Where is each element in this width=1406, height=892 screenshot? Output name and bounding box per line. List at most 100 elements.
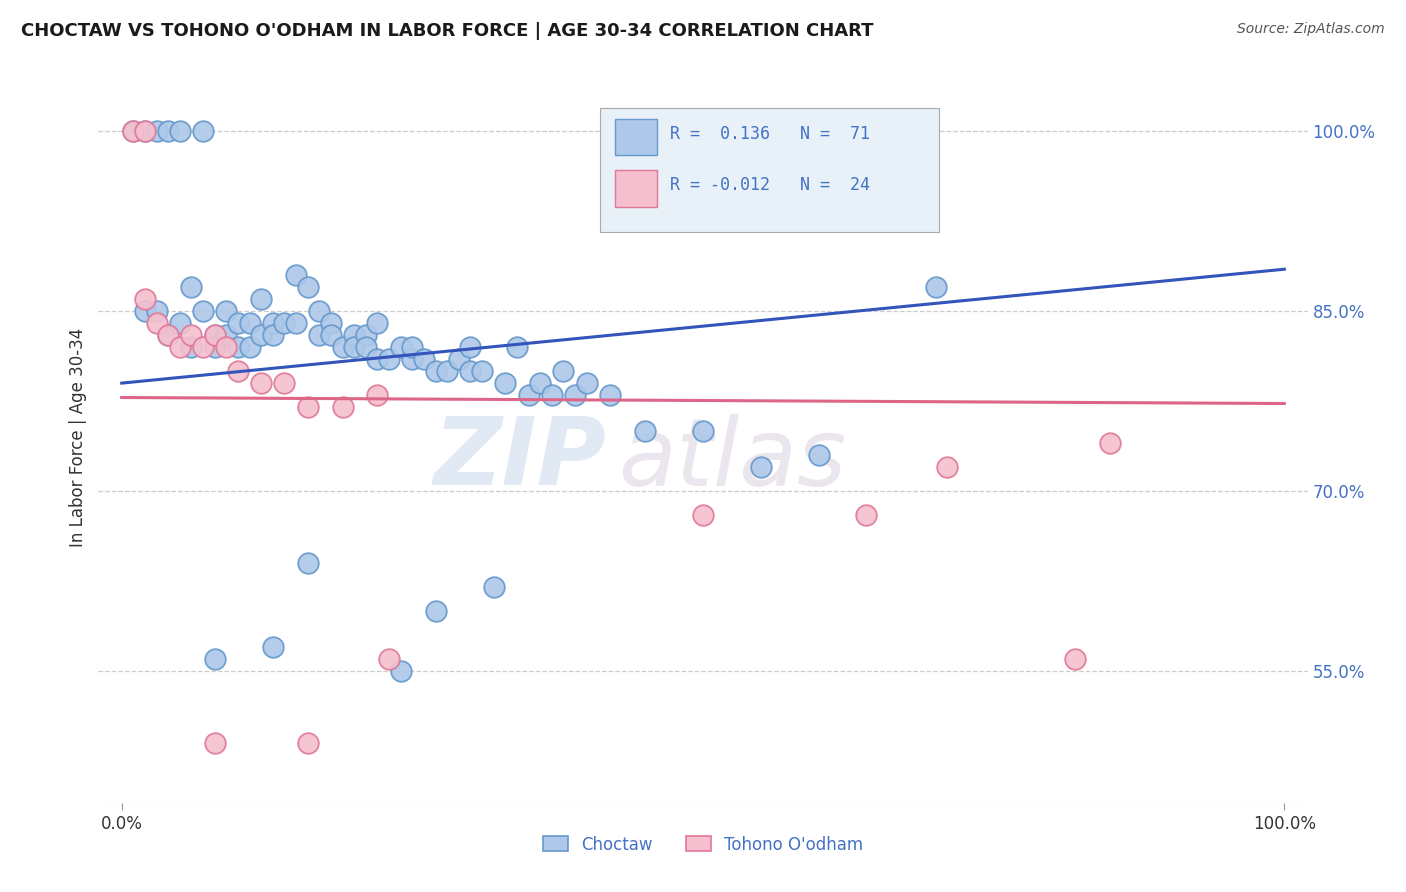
Point [564, 388, 586, 402]
Point [191, 124, 214, 138]
Point [936, 460, 959, 475]
Point [273, 316, 295, 330]
Point [540, 388, 562, 402]
Point [494, 376, 516, 391]
Point [285, 268, 308, 283]
Point [239, 316, 262, 330]
Point [145, 316, 167, 330]
Point [204, 328, 226, 343]
Point [634, 424, 657, 438]
Point [332, 400, 354, 414]
Point [401, 340, 423, 354]
Point [366, 388, 388, 402]
Point [215, 340, 238, 354]
Point [425, 364, 447, 378]
Point [215, 304, 238, 318]
FancyBboxPatch shape [614, 119, 657, 155]
Point [204, 652, 226, 666]
Point [180, 280, 202, 294]
Text: Source: ZipAtlas.com: Source: ZipAtlas.com [1237, 22, 1385, 37]
Point [262, 328, 284, 343]
Point [692, 424, 714, 438]
Point [808, 448, 831, 462]
Point [134, 292, 156, 306]
Point [482, 580, 505, 594]
Point [389, 340, 412, 354]
Point [145, 304, 167, 318]
Point [215, 328, 238, 343]
Point [262, 640, 284, 654]
Point [204, 736, 226, 750]
Point [134, 124, 156, 138]
Point [517, 388, 540, 402]
Point [692, 508, 714, 522]
Point [413, 352, 436, 367]
Point [285, 316, 308, 330]
Point [169, 316, 191, 330]
Point [436, 364, 458, 378]
Point [319, 316, 342, 330]
Point [749, 460, 772, 475]
Point [134, 124, 156, 138]
Text: atlas: atlas [619, 414, 846, 505]
Point [366, 316, 388, 330]
Point [425, 604, 447, 618]
Point [226, 364, 249, 378]
Point [297, 280, 319, 294]
FancyBboxPatch shape [600, 108, 939, 232]
Point [401, 352, 423, 367]
Point [855, 508, 877, 522]
Point [460, 364, 482, 378]
Point [366, 352, 388, 367]
Point [180, 340, 202, 354]
Point [122, 124, 145, 138]
Point [529, 376, 551, 391]
Point [239, 340, 262, 354]
Point [354, 328, 377, 343]
Text: R =  0.136   N =  71: R = 0.136 N = 71 [671, 125, 870, 143]
Point [343, 328, 366, 343]
Point [122, 124, 145, 138]
Point [343, 340, 366, 354]
Point [924, 280, 946, 294]
Point [157, 328, 180, 343]
Point [447, 352, 470, 367]
Point [262, 316, 284, 330]
Point [297, 556, 319, 570]
Point [599, 388, 621, 402]
Point [204, 328, 226, 343]
Text: ZIP: ZIP [433, 413, 606, 505]
Y-axis label: In Labor Force | Age 30-34: In Labor Force | Age 30-34 [69, 327, 87, 547]
Point [1064, 652, 1087, 666]
Point [378, 352, 401, 367]
Point [319, 328, 342, 343]
Point [308, 328, 330, 343]
Point [378, 652, 401, 666]
Legend: Choctaw, Tohono O'odham: Choctaw, Tohono O'odham [536, 829, 870, 860]
Point [204, 340, 226, 354]
Text: CHOCTAW VS TOHONO O'ODHAM IN LABOR FORCE | AGE 30-34 CORRELATION CHART: CHOCTAW VS TOHONO O'ODHAM IN LABOR FORCE… [21, 22, 873, 40]
Point [471, 364, 494, 378]
Point [191, 340, 214, 354]
Point [226, 316, 249, 330]
Point [250, 328, 273, 343]
FancyBboxPatch shape [614, 170, 657, 207]
Point [506, 340, 529, 354]
Point [308, 304, 330, 318]
Point [273, 376, 295, 391]
Point [389, 664, 412, 678]
Point [169, 340, 191, 354]
Point [354, 340, 377, 354]
Point [145, 124, 167, 138]
Point [157, 328, 180, 343]
Point [1098, 436, 1121, 450]
Point [297, 736, 319, 750]
Point [250, 292, 273, 306]
Point [180, 328, 202, 343]
Point [134, 304, 156, 318]
Point [332, 340, 354, 354]
Point [575, 376, 598, 391]
Point [191, 304, 214, 318]
Point [460, 340, 482, 354]
Point [297, 400, 319, 414]
